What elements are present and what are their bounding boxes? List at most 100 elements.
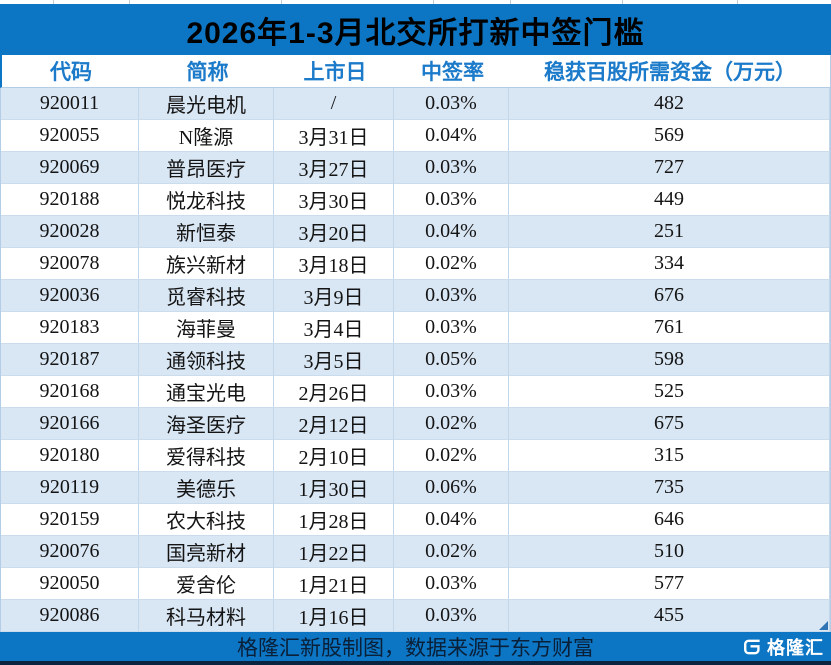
cell-fund: 455 <box>509 600 830 632</box>
cell-code: 920119 <box>1 472 139 504</box>
footer-bar: 格隆汇新股制图，数据来源于东方财富 格隆汇 <box>0 632 831 665</box>
cell-name: 美德乐 <box>139 472 274 504</box>
title-bar: 2026年1-3月北交所打新中签门槛 <box>0 4 831 55</box>
cell-date: 3月31日 <box>274 120 394 152</box>
table-row: 920076 国亮新材 1月22日 0.02% 510 <box>1 536 830 568</box>
cell-code: 920076 <box>1 536 139 568</box>
cell-date: 2月26日 <box>274 376 394 408</box>
cell-date: 3月5日 <box>274 344 394 376</box>
cell-code: 920050 <box>1 568 139 600</box>
cell-name: 族兴新材 <box>139 248 274 280</box>
cell-date: 1月22日 <box>274 536 394 568</box>
cell-rate: 0.03% <box>394 88 509 120</box>
footer-note: 格隆汇新股制图，数据来源于东方财富 <box>237 635 594 660</box>
cell-rate: 0.02% <box>394 536 509 568</box>
column-header-code: 代码 <box>50 61 92 84</box>
table-row: 920078 族兴新材 3月18日 0.02% 334 <box>1 248 830 280</box>
cell-name: 通宝光电 <box>139 376 274 408</box>
table-row: 920166 海圣医疗 2月12日 0.02% 675 <box>1 408 830 440</box>
column-header-rate: 中签率 <box>421 61 484 84</box>
cell-fund: 735 <box>509 472 830 504</box>
cell-code: 920028 <box>1 216 139 248</box>
grid-tick <box>53 0 54 4</box>
cell-date: 3月30日 <box>274 184 394 216</box>
cell-name: 新恒泰 <box>139 216 274 248</box>
cell-fund: 315 <box>509 440 830 472</box>
table-row: 920050 爱舍伦 1月21日 0.03% 577 <box>1 568 830 600</box>
cell-date: 2月10日 <box>274 440 394 472</box>
cell-fund: 675 <box>509 408 830 440</box>
grid-tick <box>622 0 623 4</box>
cell-date: 3月18日 <box>274 248 394 280</box>
cell-name: 国亮新材 <box>139 536 274 568</box>
cell-fund: 761 <box>509 312 830 344</box>
cell-date: 1月21日 <box>274 568 394 600</box>
table-row: 920188 悦龙科技 3月30日 0.03% 449 <box>1 184 830 216</box>
cell-fund: 334 <box>509 248 830 280</box>
cell-rate: 0.03% <box>394 152 509 184</box>
cell-name: 悦龙科技 <box>139 184 274 216</box>
cell-name: 爱得科技 <box>139 440 274 472</box>
cell-name: 农大科技 <box>139 504 274 536</box>
page-title: 2026年1-3月北交所打新中签门槛 <box>186 16 645 50</box>
cell-name: 科马材料 <box>139 600 274 632</box>
table-row: 920055 N隆源 3月31日 0.04% 569 <box>1 120 830 152</box>
cell-code: 920188 <box>1 184 139 216</box>
cell-name: 海圣医疗 <box>139 408 274 440</box>
cell-rate: 0.03% <box>394 184 509 216</box>
table-row: 920011 晨光电机/0.03% 482 <box>1 88 830 120</box>
table-row: 920187 通领科技 3月5日 0.05% 598 <box>1 344 830 376</box>
cell-date: 1月28日 <box>274 504 394 536</box>
grid-tick <box>737 0 738 4</box>
table-row: 920183 海菲曼 3月4日 0.03% 761 <box>1 312 830 344</box>
cell-date: 3月20日 <box>274 216 394 248</box>
table-row: 920086 科马材料 1月16日 0.03% 455 <box>1 600 830 632</box>
cell-rate: 0.02% <box>394 408 509 440</box>
cell-fund: 449 <box>509 184 830 216</box>
cell-code: 920078 <box>1 248 139 280</box>
table-row: 920168 通宝光电 2月26日 0.03% 525 <box>1 376 830 408</box>
table-row: 920180 爱得科技 2月10日 0.02% 315 <box>1 440 830 472</box>
cell-code: 920159 <box>1 504 139 536</box>
cell-date: 1月30日 <box>274 472 394 504</box>
cell-date: 3月4日 <box>274 312 394 344</box>
ipo-table: 代码 简称 上市日 中签率 稳获百股所需资金（万元） 920011 晨光电机/0.03% 4… <box>0 55 831 632</box>
spreadsheet-top-strip <box>0 0 831 4</box>
cell-fund: 251 <box>509 216 830 248</box>
grid-tick <box>510 0 511 4</box>
cell-name: 通领科技 <box>139 344 274 376</box>
cell-fund: 646 <box>509 504 830 536</box>
table-row: 920028 新恒泰 3月20日 0.04% 251 <box>1 216 830 248</box>
cell-name: 普昂医疗 <box>139 152 274 184</box>
cell-rate: 0.05% <box>394 344 509 376</box>
cell-rate: 0.03% <box>394 600 509 632</box>
cell-name: 觅睿科技 <box>139 280 274 312</box>
cell-fund: 727 <box>509 152 830 184</box>
cell-name: N隆源 <box>139 120 274 152</box>
cell-date: 3月9日 <box>274 280 394 312</box>
cell-rate: 0.06% <box>394 472 509 504</box>
cell-name: 晨光电机 <box>139 88 274 120</box>
cell-code: 920180 <box>1 440 139 472</box>
column-header-name: 简称 <box>186 61 229 84</box>
cell-rate: 0.04% <box>394 216 509 248</box>
table-row: 920069 普昂医疗 3月27日 0.03% 727 <box>1 152 830 184</box>
grid-tick <box>433 0 434 4</box>
scroll-corner-triangle <box>819 621 828 630</box>
cell-name: 爱舍伦 <box>139 568 274 600</box>
cell-rate: 0.03% <box>394 280 509 312</box>
cell-code: 920036 <box>1 280 139 312</box>
table-row: 920036 觅睿科技 3月9日 0.03% 676 <box>1 280 830 312</box>
cell-date: 1月16日 <box>274 600 394 632</box>
cell-code: 920055 <box>1 120 139 152</box>
table-header-row: 代码 简称 上市日 中签率 稳获百股所需资金（万元） <box>0 55 830 88</box>
cell-code: 920069 <box>1 152 139 184</box>
cell-rate: 0.02% <box>394 440 509 472</box>
brand-logo: 格隆汇 <box>741 634 824 660</box>
table-row: 920119 美德乐 1月30日 0.06% 735 <box>1 472 830 504</box>
brand-name: 格隆汇 <box>767 638 824 658</box>
cell-rate: 0.04% <box>394 120 509 152</box>
cell-fund: 676 <box>509 280 830 312</box>
grid-tick <box>281 0 282 4</box>
